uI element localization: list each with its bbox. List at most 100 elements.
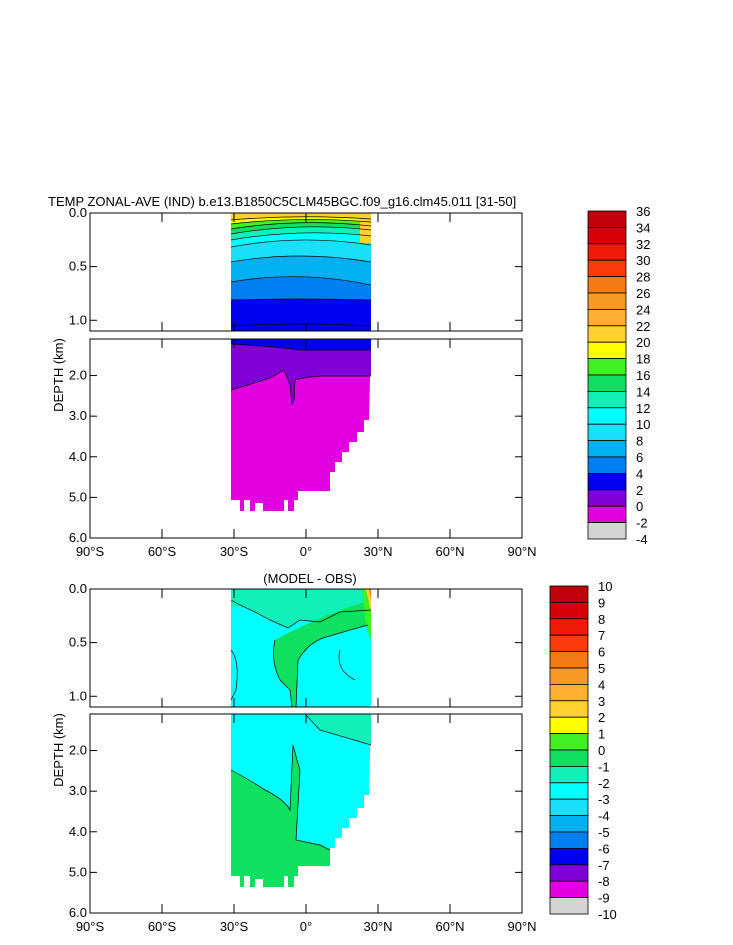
top-ylabel: DEPTH (km): [51, 338, 66, 412]
colorbar-swatch: [587, 243, 627, 261]
colorbar-label: -5: [598, 825, 610, 840]
x-tick-label: 90°N: [507, 919, 536, 934]
colorbar-swatch: [549, 733, 589, 751]
colorbar-label: -4: [598, 809, 610, 824]
top-upper-field: [230, 213, 372, 331]
y-tick-label: 4.0: [69, 449, 87, 464]
colorbar-label: -9: [598, 891, 610, 906]
colorbar-swatch: [549, 880, 589, 899]
top-lower-field: [230, 339, 371, 511]
colorbar-swatch: [587, 505, 627, 524]
top-y-axis: 0.0 0.5 1.0 2.0 3.0 4.0 5.0 6.0: [69, 205, 522, 545]
colorbar-swatch: [549, 782, 589, 800]
bottom-title: (MODEL - OBS): [263, 571, 356, 586]
top-title: TEMP ZONAL-AVE (IND) b.e13.B1850C5CLM45B…: [48, 194, 516, 209]
colorbar-swatch: [549, 716, 589, 735]
bottom-lower-field: [230, 714, 372, 887]
colorbar-label: 4: [598, 677, 605, 692]
colorbar-swatch: [549, 766, 589, 784]
colorbar-label: -2: [636, 516, 648, 531]
colorbar-swatch: [587, 259, 627, 278]
x-tick-label: 90°S: [76, 544, 105, 559]
x-tick-label: 60°N: [435, 919, 464, 934]
colorbar-label: 30: [636, 253, 650, 268]
colorbar-swatch: [587, 210, 627, 228]
colorbar-swatch: [549, 700, 589, 718]
colorbar-label: 36: [636, 204, 650, 219]
colorbar-swatch: [549, 651, 589, 669]
colorbar-label: 12: [636, 401, 650, 416]
colorbar-label: -1: [598, 759, 610, 774]
x-tick-label: 90°N: [507, 544, 536, 559]
top-x-axis: 90°S 60°S 30°S 0° 30°N 60°N 90°N: [76, 213, 537, 559]
colorbar-label: 6: [598, 645, 605, 660]
colorbar-label: 9: [598, 595, 605, 610]
y-tick-label: 2.0: [69, 368, 87, 383]
colorbar-swatch: [549, 618, 589, 636]
colorbar-swatch: [587, 407, 627, 425]
colorbar-label: 2: [598, 710, 605, 725]
colorbar-swatch: [587, 390, 627, 409]
colorbar-label: -8: [598, 874, 610, 889]
x-tick-label: 60°S: [148, 544, 177, 559]
colorbar-label: 22: [636, 319, 650, 334]
colorbar-label: 6: [636, 450, 643, 465]
colorbar-label: -3: [598, 792, 610, 807]
y-tick-label: 2.0: [69, 743, 87, 758]
colorbar-swatch: [587, 308, 627, 327]
colorbar-label: 24: [636, 302, 650, 317]
colorbar-swatch: [549, 634, 589, 653]
y-tick-label: 5.0: [69, 864, 87, 879]
colorbar-swatch: [587, 358, 627, 376]
y-tick-label: 0.5: [69, 259, 87, 274]
bottom-y-axis: 0.0 0.5 1.0 2.0 3.0 4.0 5.0 6.0: [69, 581, 522, 920]
colorbar-label: 10: [598, 579, 612, 594]
y-tick-label: 6.0: [69, 905, 87, 920]
colorbar-swatch: [587, 226, 627, 245]
colorbar-swatch: [549, 667, 589, 685]
colorbar-label: 0: [636, 499, 643, 514]
colorbar-label: -7: [598, 858, 610, 873]
y-tick-label: 3.0: [69, 783, 87, 798]
colorbar-label: -10: [598, 907, 617, 922]
colorbar-swatch: [587, 325, 627, 343]
colorbar-swatch: [549, 749, 589, 767]
colorbar-swatch: [587, 440, 627, 458]
colorbar-swatch: [549, 815, 589, 833]
colorbar-label: 28: [636, 270, 650, 285]
y-tick-label: 0.0: [69, 581, 87, 596]
colorbar-label: 26: [636, 286, 650, 301]
bottom-ylabel: DEPTH (km): [51, 713, 66, 787]
colorbar-swatch: [549, 831, 589, 849]
colorbar-label: 3: [598, 694, 605, 709]
colorbar-swatch: [549, 585, 589, 603]
colorbar-label: -2: [598, 776, 610, 791]
colorbar-label: -4: [636, 532, 648, 547]
y-tick-label: 5.0: [69, 489, 87, 504]
colorbar-label: 18: [636, 352, 650, 367]
colorbar-label: 16: [636, 368, 650, 383]
colorbar-label: 4: [636, 466, 643, 481]
colorbar-label: 2: [636, 483, 643, 498]
colorbar-swatch: [587, 423, 627, 442]
x-tick-label: 30°S: [220, 919, 249, 934]
colorbar-label: 8: [598, 612, 605, 627]
x-tick-label: 30°N: [363, 544, 392, 559]
colorbar-swatch: [549, 602, 589, 620]
colorbar-swatch: [549, 864, 589, 882]
colorbar-swatch: [587, 489, 627, 507]
colorbar-swatch: [549, 684, 589, 702]
colorbar-label: -6: [598, 841, 610, 856]
colorbar-swatch: [549, 897, 589, 915]
y-tick-label: 0.5: [69, 635, 87, 650]
y-tick-label: 3.0: [69, 408, 87, 423]
x-tick-label: 60°N: [435, 544, 464, 559]
bottom-upper-field: [230, 589, 372, 707]
colorbar-label: 8: [636, 434, 643, 449]
colorbar-swatch: [549, 848, 589, 866]
bottom-x-axis: 90°S 60°S 30°S 0° 30°N 60°N 90°N: [76, 589, 537, 934]
colorbar-swatch: [587, 276, 627, 294]
